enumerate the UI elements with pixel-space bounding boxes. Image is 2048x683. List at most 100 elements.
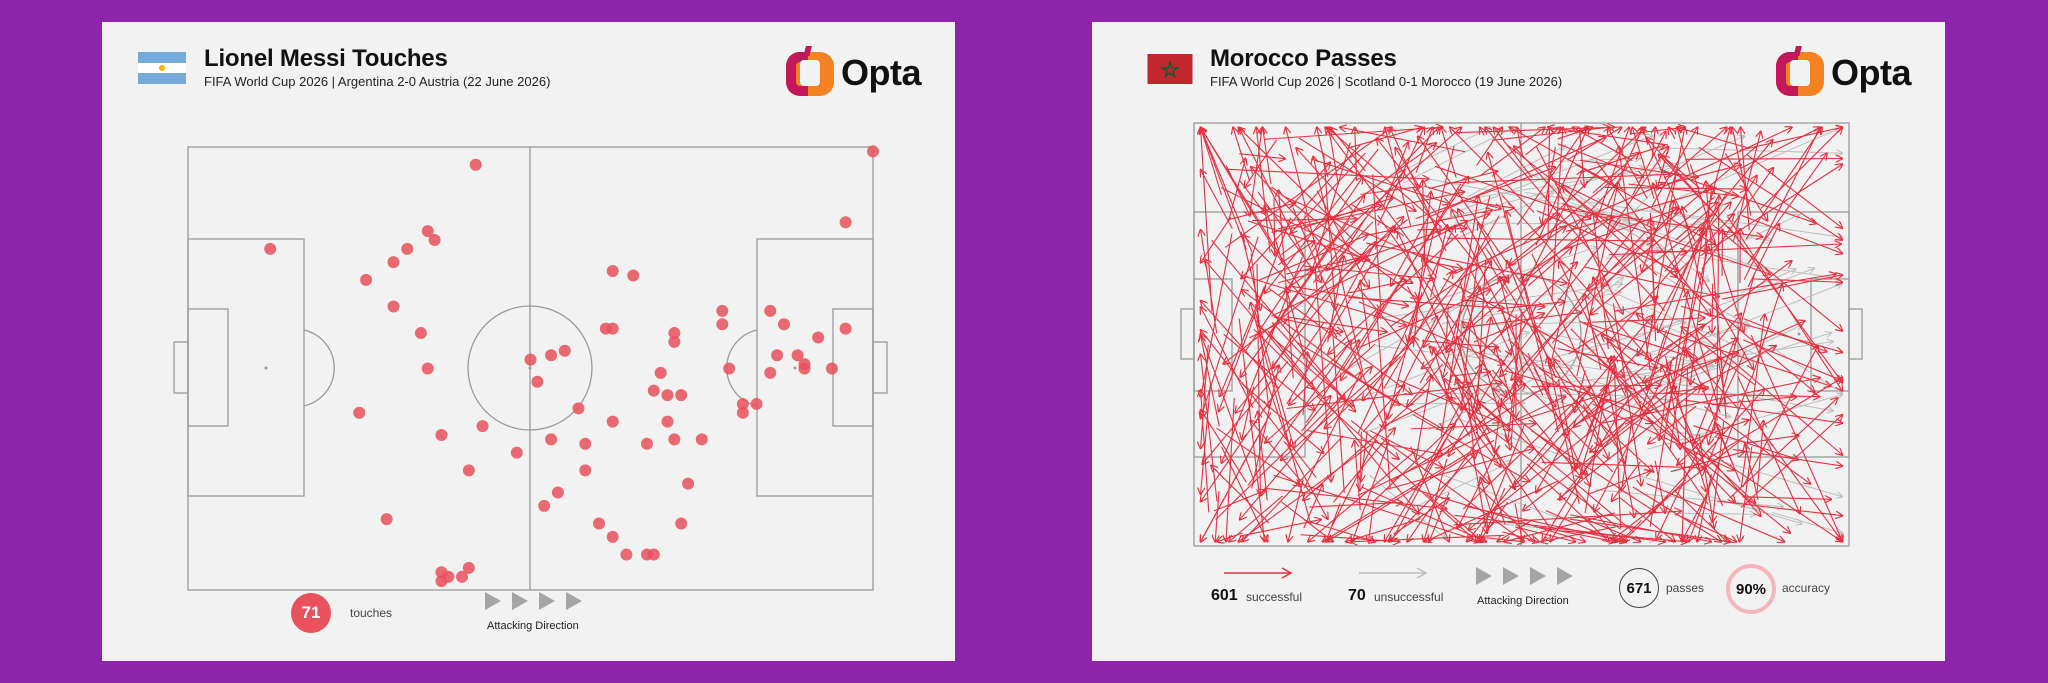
successful-pass-arrow — [1745, 444, 1759, 500]
successful-pass-arrow — [1600, 336, 1683, 402]
successful-pass-arrow — [1706, 181, 1727, 419]
successful-pass-arrow — [1575, 163, 1715, 244]
successful-pass-arrow — [1286, 287, 1306, 358]
touch-point — [380, 513, 393, 526]
successful-pass-arrow — [1306, 242, 1375, 368]
successful-pass-arrow — [1450, 372, 1491, 377]
successful-pass-arrow — [1527, 247, 1572, 287]
successful-pass-arrow — [1314, 267, 1331, 482]
successful-pass-arrow — [1461, 246, 1480, 410]
successful-pass-arrow — [1303, 372, 1360, 489]
successful-pass-arrow — [1722, 275, 1842, 300]
successful-pass-arrow — [1410, 424, 1536, 430]
successful-pass-arrow — [1501, 194, 1651, 360]
successful-pass-arrow — [1257, 235, 1368, 282]
successful-pass-arrow — [1465, 505, 1626, 542]
opta-logo: Opta — [1776, 46, 1916, 98]
chart-subtitle: FIFA World Cup 2026 | Scotland 0-1 Moroc… — [1210, 74, 1563, 89]
successful-pass-arrow — [1361, 486, 1487, 542]
successful-pass-arrow — [1650, 218, 1657, 341]
passes-count-badge: 671 — [1619, 568, 1659, 608]
successful-pass-arrow — [1467, 397, 1585, 541]
attacking-direction-arrows-icon — [1476, 567, 1573, 585]
touch-point — [682, 477, 695, 490]
successful-pass-arrow — [1307, 430, 1443, 455]
successful-pass-arrow — [1525, 127, 1561, 156]
successful-pass-arrow — [1221, 187, 1412, 283]
successful-label: successful — [1246, 590, 1303, 604]
successful-pass-arrow — [1665, 324, 1705, 348]
successful-pass-arrow — [1696, 329, 1843, 455]
successful-pass-arrow — [1331, 316, 1438, 528]
touch-point — [476, 420, 489, 433]
successful-pass-arrow — [1607, 383, 1635, 517]
successful-pass-arrow — [1471, 446, 1487, 534]
successful-pass-arrow — [1517, 353, 1738, 422]
successful-pass-arrow — [1268, 287, 1412, 394]
successful-pass-arrow — [1661, 365, 1724, 507]
opta-logo-icon — [1776, 46, 1824, 96]
successful-pass-arrow — [1634, 371, 1761, 516]
successful-pass-arrow — [1302, 352, 1307, 416]
touch-point — [736, 406, 749, 419]
successful-pass-arrow — [1407, 363, 1443, 406]
successful-pass-arrow — [1225, 165, 1250, 216]
touch-point — [716, 304, 729, 317]
successful-pass-arrow — [1286, 226, 1395, 405]
successful-pass-arrow — [1732, 127, 1752, 216]
touch-point — [387, 256, 400, 269]
successful-pass-arrow — [1681, 321, 1805, 377]
successful-pass-arrow — [1500, 276, 1600, 446]
successful-pass-arrow — [1310, 158, 1450, 204]
successful-pass-arrow — [1566, 188, 1716, 232]
touch-point — [414, 327, 427, 340]
successful-pass-arrow — [1254, 312, 1294, 448]
successful-pass-arrow — [1298, 137, 1416, 211]
successful-pass-arrow — [1385, 127, 1412, 226]
brand-name: Opta — [841, 52, 922, 93]
successful-pass-arrow — [1516, 127, 1585, 226]
successful-pass-arrow — [1494, 127, 1533, 179]
successful-pass-arrow — [1201, 170, 1233, 229]
successful-pass-arrow — [1513, 348, 1642, 487]
successful-pass-arrow — [1654, 460, 1665, 513]
successful-pass-arrow — [1228, 168, 1429, 179]
successful-pass-arrow — [1715, 423, 1741, 483]
successful-pass-arrow — [1265, 343, 1376, 443]
successful-pass-arrow — [1219, 217, 1292, 412]
successful-pass-arrow — [1277, 260, 1362, 284]
successful-pass-arrow — [1575, 404, 1601, 468]
successful-pass-arrow — [1393, 498, 1450, 535]
touch-point — [620, 548, 633, 561]
successful-pass-arrow — [1712, 224, 1842, 331]
successful-pass-arrow — [1426, 137, 1606, 219]
successful-pass-arrow — [1316, 190, 1369, 288]
successful-pass-arrow — [1505, 302, 1565, 309]
attacking-direction-label: Attacking Direction — [487, 620, 579, 632]
touch-point — [736, 397, 749, 410]
touch-point — [764, 304, 777, 317]
touch-point — [661, 415, 674, 428]
opta-logo: Opta — [786, 46, 926, 98]
successful-pass-arrow — [1434, 165, 1591, 219]
successful-pass-arrow — [1604, 187, 1747, 189]
successful-pass-arrow — [1746, 154, 1843, 228]
successful-pass-arrow — [1223, 219, 1408, 365]
successful-pass-arrow — [1410, 487, 1585, 542]
touches-count: 71 — [301, 603, 321, 622]
touch-point — [531, 375, 544, 388]
chart-subtitle: FIFA World Cup 2026 | Argentina 2-0 Aust… — [204, 74, 551, 89]
touch-points — [264, 145, 879, 588]
successful-pass-arrow — [1264, 487, 1447, 509]
successful-pass-arrow — [1428, 171, 1498, 190]
successful-pass-arrow — [1460, 299, 1545, 307]
successful-pass-arrow — [1327, 256, 1344, 343]
successful-pass-arrow — [1215, 491, 1220, 542]
unsuccessful-pass-arrow — [1649, 209, 1842, 237]
touch-point — [627, 269, 640, 282]
successful-pass-arrow — [1265, 148, 1379, 293]
successful-pass-arrow — [1462, 387, 1590, 510]
unsuccessful-pass-arrow — [1649, 127, 1843, 211]
successful-pass-arrow — [1447, 287, 1479, 388]
touch-point — [839, 216, 852, 229]
